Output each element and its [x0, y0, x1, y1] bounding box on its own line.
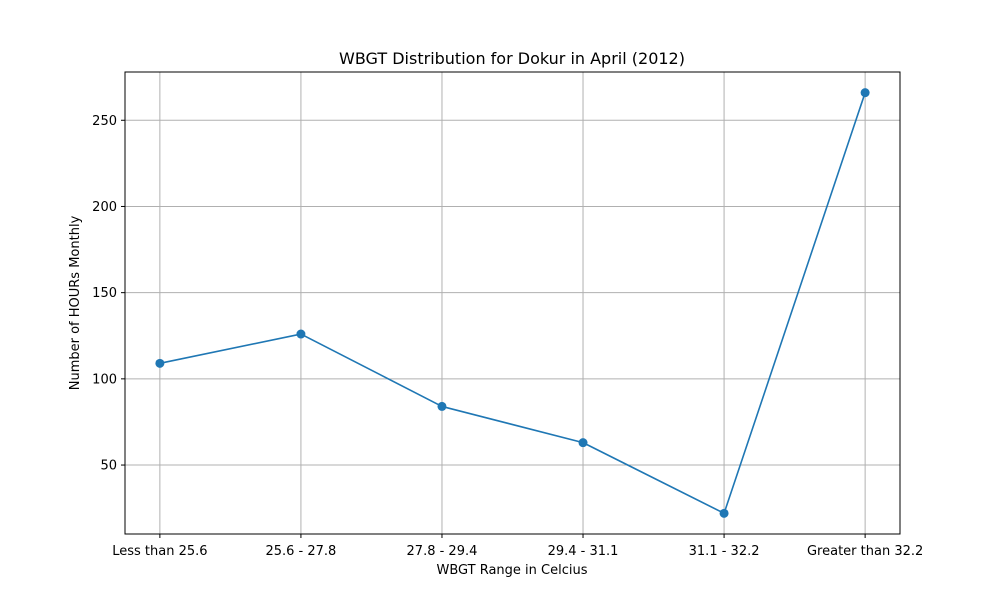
- data-point: [155, 358, 165, 368]
- x-tick-label: 25.6 - 27.8: [265, 544, 336, 559]
- y-tick-label: 150: [92, 286, 117, 301]
- chart-title: WBGT Distribution for Dokur in April (20…: [339, 49, 685, 68]
- x-tick-label: 29.4 - 31.1: [548, 544, 619, 559]
- data-point: [860, 88, 870, 98]
- data-point: [719, 508, 729, 518]
- x-axis-title: WBGT Range in Celcius: [436, 563, 587, 578]
- x-tick-label: Less than 25.6: [112, 544, 207, 559]
- data-point: [578, 438, 588, 448]
- data-point: [437, 401, 447, 411]
- series-line: [159, 92, 866, 515]
- x-tick-label: 27.8 - 29.4: [407, 544, 478, 559]
- x-tick-label: Greater than 32.2: [807, 544, 923, 559]
- grid: [125, 72, 900, 534]
- y-axis-title: Number of HOURs Monthly: [68, 215, 83, 390]
- y-tick-label: 50: [100, 459, 117, 474]
- y-tick-label: 100: [92, 372, 117, 387]
- y-tick-label: 250: [92, 114, 117, 129]
- data-point: [296, 329, 306, 339]
- plot-frame: [124, 71, 901, 535]
- series: [155, 88, 870, 518]
- x-tick-label: 31.1 - 32.2: [689, 544, 760, 559]
- axes: Less than 25.6 25.6 - 27.8 27.8 - 29.4 29.4…: [92, 71, 923, 559]
- y-tick-label: 200: [92, 200, 117, 215]
